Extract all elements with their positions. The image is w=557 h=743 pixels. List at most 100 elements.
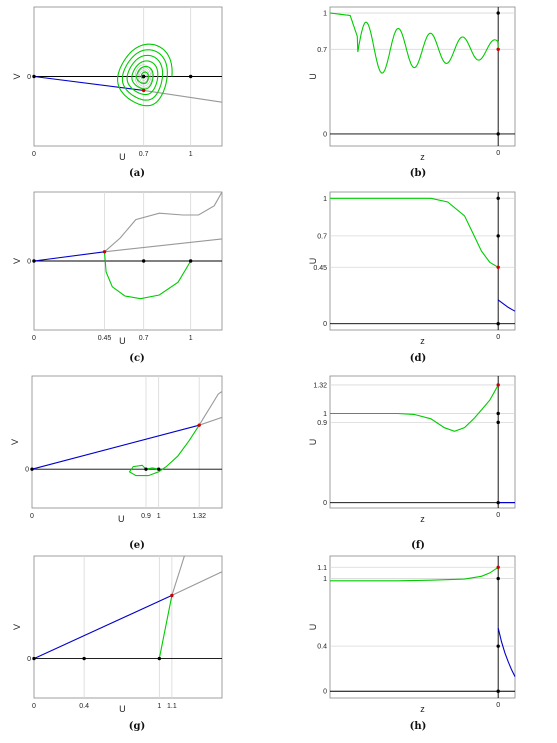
- boundary-point: [496, 565, 500, 569]
- series-line: [330, 197, 499, 268]
- spiral-core-ring: [134, 64, 153, 89]
- panel-g: 0 0.4 1 1.1 0 U V (g): [12, 555, 223, 732]
- y-tick-label: 0.7: [317, 47, 327, 54]
- x-tick-label: 0: [496, 702, 500, 709]
- x-tick-label: 0: [496, 512, 500, 519]
- boundary-point: [141, 88, 146, 93]
- panel-caption: (h): [410, 721, 427, 732]
- y-tick-label: 0: [323, 131, 327, 138]
- y-axis-label: V: [12, 624, 22, 630]
- equilibrium-point: [32, 74, 36, 79]
- x-tick-label: 0: [30, 513, 34, 520]
- y-tick-label: 0: [27, 74, 31, 81]
- y-axis-label: U: [308, 258, 318, 265]
- x-axis-label: z: [420, 152, 425, 162]
- x-tick-label: 0: [32, 703, 36, 710]
- x-tick-label: 1.32: [192, 513, 206, 520]
- y-tick-label: 1: [323, 196, 327, 203]
- y-tick-label: 1: [323, 411, 327, 418]
- boundary-point: [170, 593, 174, 598]
- equilibrium-point: [82, 656, 86, 661]
- series-line: [171, 571, 223, 596]
- equilibrium-point: [496, 420, 500, 425]
- panel-h: 0 0 0.4 1 1.1 z U (h): [308, 555, 516, 732]
- series-line: [33, 251, 105, 262]
- y-tick-label: 1.1: [317, 565, 327, 572]
- series-line: [33, 594, 173, 660]
- y-tick-label: 0: [323, 500, 327, 507]
- y-tick-label: 0.4: [317, 644, 327, 651]
- y-axis-label: V: [12, 73, 22, 79]
- x-axis-label: U: [118, 514, 125, 524]
- y-tick-label: 0: [27, 656, 31, 663]
- y-axis-label: U: [308, 73, 318, 80]
- panel-e: 0 0.9 1 1.32 0 U V (e): [10, 375, 223, 551]
- x-tick-label: 0: [496, 334, 500, 341]
- boundary-point: [496, 47, 500, 52]
- equilibrium-point: [156, 467, 161, 471]
- y-axis-label: V: [10, 439, 20, 445]
- plot-frame: [329, 191, 516, 331]
- equilibrium-point: [32, 259, 36, 263]
- series-line: [171, 555, 185, 596]
- x-tick-label: 1: [157, 513, 161, 520]
- equilibrium-point: [496, 234, 500, 238]
- boundary-point: [102, 250, 107, 254]
- y-tick-label: 1.32: [313, 382, 327, 389]
- series-line: [158, 595, 173, 659]
- equilibrium-point: [32, 656, 36, 661]
- x-tick-label: 0.45: [98, 335, 112, 342]
- y-tick-label: 1: [323, 576, 327, 583]
- y-tick-label: 0: [25, 467, 29, 474]
- equilibrium-point: [144, 467, 148, 471]
- x-tick-label: 1: [189, 151, 193, 158]
- plot-frame: [33, 555, 223, 699]
- boundary-point: [496, 383, 500, 387]
- plot-frame: [31, 375, 223, 509]
- plot-frame: [329, 375, 516, 509]
- x-tick-label: 0.7: [139, 335, 149, 342]
- equilibrium-point: [496, 11, 500, 15]
- equilibrium-point: [496, 500, 500, 505]
- equilibrium-point: [496, 196, 500, 200]
- x-axis-label: z: [420, 514, 425, 524]
- panel-f: 0 0 0.9 1 1.32 z U (f): [308, 375, 516, 551]
- series-line: [199, 416, 223, 426]
- y-axis-label: U: [308, 624, 318, 631]
- series-line: [329, 12, 499, 74]
- x-tick-label: 0.4: [79, 703, 89, 710]
- y-tick-label: 0: [323, 689, 327, 696]
- series-line: [330, 566, 499, 582]
- panel-caption: (e): [129, 540, 145, 551]
- x-tick-label: 1: [157, 703, 161, 710]
- x-tick-label: 1.1: [167, 703, 177, 710]
- x-tick-label: 1: [189, 335, 193, 342]
- series-line: [497, 299, 516, 312]
- y-tick-label: 0.9: [317, 420, 327, 427]
- spiral-core-ring: [137, 68, 150, 85]
- plot-frame: [329, 555, 516, 699]
- series-line: [103, 251, 192, 300]
- panel-caption: (b): [410, 168, 426, 179]
- y-tick-label: 0.7: [317, 233, 327, 240]
- panel-caption: (g): [129, 721, 145, 732]
- panel-caption: (a): [129, 168, 145, 179]
- equilibrium-point: [188, 259, 193, 263]
- x-tick-label: 0.9: [141, 513, 151, 520]
- y-tick-label: 0: [323, 321, 327, 328]
- x-tick-label: 0: [496, 150, 500, 157]
- equilibrium-point: [496, 689, 500, 693]
- x-axis-label: U: [119, 336, 126, 346]
- x-tick-label: 0: [32, 335, 36, 342]
- x-axis-label: z: [420, 704, 425, 714]
- panel-a: 0 0.7 1 0 U V (a): [12, 6, 223, 179]
- x-axis-label: z: [420, 336, 425, 346]
- series-line: [198, 391, 223, 426]
- boundary-point: [197, 423, 201, 427]
- y-axis-label: U: [308, 439, 318, 446]
- series-line: [497, 627, 516, 677]
- equilibrium-point: [30, 467, 34, 471]
- equilibrium-point: [157, 656, 162, 661]
- equilibrium-point: [496, 576, 500, 581]
